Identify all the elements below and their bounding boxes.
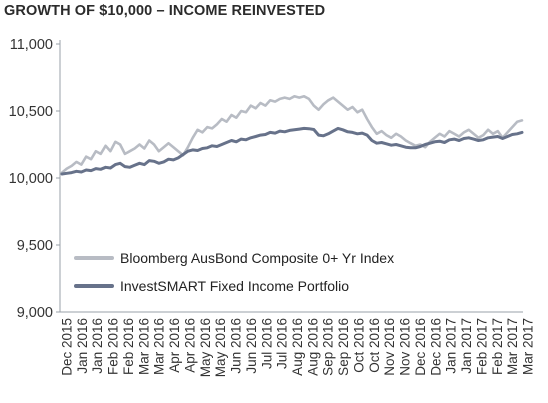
x-tick-label: Dec 2016 — [428, 318, 443, 376]
legend-label: InvestSMART Fixed Income Portfolio — [120, 278, 349, 294]
x-tick-label: Nov 2016 — [382, 318, 397, 376]
x-tick-label: May 2016 — [198, 318, 213, 377]
x-tick-label: Feb 2017 — [474, 318, 489, 375]
y-tick-label: 9,000 — [17, 305, 53, 321]
x-tick-label: Apr 2016 — [182, 318, 197, 373]
y-axis: 9,000 9,500 10,000 10,500 11,000 — [9, 37, 61, 321]
x-tick-label: Feb 2017 — [490, 318, 505, 375]
x-tick-label: May 2016 — [213, 318, 228, 377]
x-tick-label: Sep 2016 — [336, 318, 351, 376]
x-tick-label: Oct 2016 — [351, 318, 366, 373]
chart-title: GROWTH OF $10,000 – INCOME REINVESTED — [4, 3, 326, 19]
x-tick-label: Jan 2017 — [459, 318, 474, 374]
x-tick-label: Feb 2016 — [121, 318, 136, 375]
x-tick-label: Jan 2016 — [90, 318, 105, 374]
x-tick-label: Jun 2016 — [229, 318, 244, 374]
x-tick-label: Aug 2016 — [290, 318, 305, 376]
x-tick-label: Mar 2017 — [505, 318, 520, 375]
x-tick-label: Jul 2016 — [259, 318, 274, 369]
x-tick-label: Aug 2016 — [305, 318, 320, 376]
x-tick-label: Jun 2016 — [244, 318, 259, 374]
x-tick-label: Jan 2016 — [75, 318, 90, 374]
x-tick-label: Apr 2016 — [167, 318, 182, 373]
y-tick-label: 11,000 — [10, 37, 53, 53]
x-tick-label: Feb 2016 — [106, 318, 121, 375]
x-tick-label: Jul 2016 — [275, 318, 290, 369]
x-tick-label: Sep 2016 — [321, 318, 336, 376]
x-axis: Dec 2015 Jan 2016 Jan 2016 Feb 2016 Feb 2016… — [60, 311, 536, 377]
legend: Bloomberg AusBond Composite 0+ Yr Index I… — [74, 250, 394, 294]
x-tick-label: Oct 2016 — [367, 318, 382, 373]
x-tick-label: Mar 2016 — [152, 318, 167, 375]
x-tick-label: Dec 2016 — [413, 318, 428, 376]
series-lines — [60, 95, 524, 176]
x-tick-label: Mar 2017 — [521, 318, 536, 375]
x-tick-label: Nov 2016 — [398, 318, 413, 376]
y-tick-label: 9,500 — [17, 238, 53, 254]
y-tick-label: 10,500 — [9, 104, 53, 120]
legend-label: Bloomberg AusBond Composite 0+ Yr Index — [120, 250, 394, 266]
x-tick-label: Jan 2017 — [444, 318, 459, 374]
x-tick-label: Mar 2016 — [136, 318, 151, 375]
series-line-investsmart-portfolio — [60, 126, 524, 176]
y-tick-label: 10,000 — [9, 171, 53, 187]
x-tick-label: Dec 2015 — [60, 318, 75, 376]
series-line-bloomberg-index — [60, 95, 524, 174]
